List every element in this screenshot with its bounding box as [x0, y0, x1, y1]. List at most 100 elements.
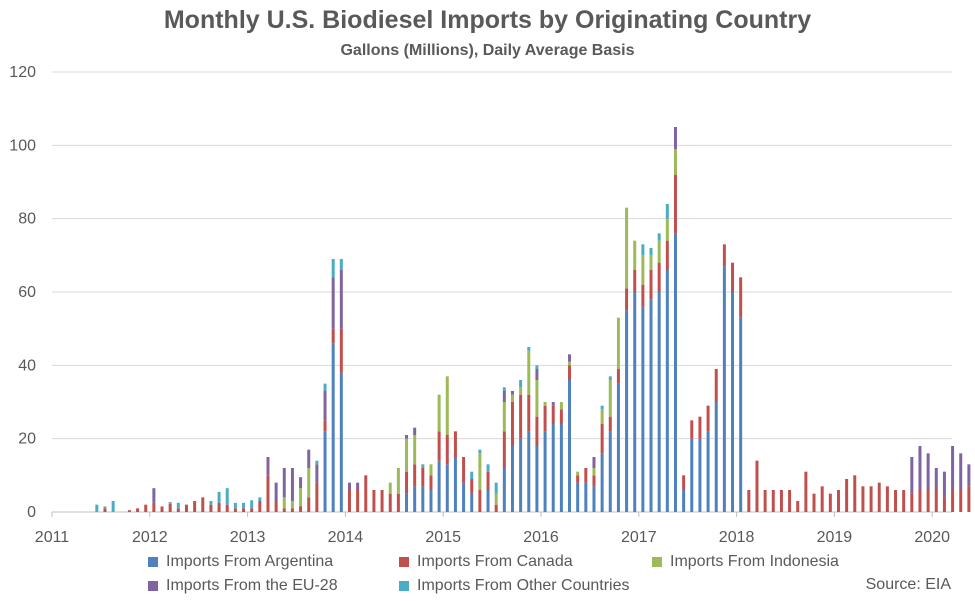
bar-segment-canada: [910, 493, 914, 512]
bar-segment-canada: [861, 486, 865, 512]
bar-segment-other: [641, 244, 645, 256]
bar-segment-canada: [657, 262, 661, 292]
bar-segment-argentina: [706, 431, 710, 512]
bar-segment-other: [478, 449, 482, 454]
bar-segment-canada: [445, 435, 449, 465]
bar-segment-eu28: [323, 391, 327, 421]
bar-segment-canada: [894, 490, 898, 512]
bar-segment-canada: [877, 482, 881, 512]
bar-segment-other: [608, 376, 612, 380]
bar-segment-canada: [535, 416, 539, 446]
bar-segment-canada: [625, 288, 629, 311]
bar-segment-argentina: [568, 380, 572, 512]
bar-segment-canada: [437, 431, 441, 461]
bar-segment-canada: [755, 460, 759, 512]
bar-segment-argentina: [486, 490, 490, 512]
bar-segment-argentina: [641, 306, 645, 512]
bar-segment-indonesia: [641, 255, 645, 285]
bar-segment-eu28: [347, 482, 351, 490]
bar-segment-canada: [519, 394, 523, 439]
legend-swatch-other: [399, 581, 409, 591]
bar-segment-canada: [242, 508, 246, 512]
legend-item-other: Imports From Other Countries: [399, 577, 630, 595]
bar-segment-indonesia: [543, 402, 547, 406]
bar-segment-canada: [144, 504, 148, 512]
bar-segment-indonesia: [478, 453, 482, 490]
bar-segment-other: [95, 504, 99, 512]
bar-segment-other: [176, 502, 180, 509]
bar-segment-canada: [323, 420, 327, 432]
bar-segment-canada: [405, 471, 409, 494]
bar-segment-indonesia: [437, 394, 441, 432]
bar-segment-canada: [364, 475, 368, 512]
chart-title: Monthly U.S. Biodiesel Imports by Origin…: [163, 6, 812, 34]
bar-segment-eu28: [510, 391, 514, 395]
bar-segment-eu28: [551, 402, 555, 406]
legend-label-indonesia: Imports From Indonesia: [670, 553, 839, 570]
bar-segment-indonesia: [290, 501, 294, 509]
bar-segment-eu28: [918, 446, 922, 490]
bar-segment-canada: [665, 240, 669, 270]
bar-segment-other: [649, 248, 653, 256]
bar-segment-eu28: [356, 482, 360, 490]
bar-segment-other: [494, 482, 498, 494]
bar-segment-other: [225, 488, 229, 505]
bar-segment-eu28: [967, 464, 971, 487]
x-tick-label: 2018: [719, 529, 755, 546]
bar-segment-eu28: [274, 482, 278, 501]
bar-segment-other: [323, 383, 327, 391]
bar-segment-canada: [299, 506, 303, 512]
legend-swatch-indonesia: [652, 557, 662, 567]
bar-segment-other: [339, 259, 343, 270]
x-tick-label: 2013: [230, 529, 266, 546]
bar-segment-canada: [690, 420, 694, 439]
bar-segment-canada: [698, 416, 702, 439]
bar-segment-canada: [462, 457, 466, 483]
bar-segment-eu28: [959, 453, 963, 490]
bar-segment-canada: [885, 486, 889, 512]
bar-segment-argentina: [616, 383, 620, 512]
bar-segment-indonesia: [445, 376, 449, 435]
bar-segment-indonesia: [510, 394, 514, 402]
bar-segment-canada: [193, 501, 197, 512]
bar-segment-indonesia: [559, 402, 563, 410]
bar-segment-indonesia: [405, 438, 409, 472]
bar-segment-canada: [388, 493, 392, 512]
bar-segment-other: [470, 471, 474, 479]
bar-segment-other: [519, 380, 523, 388]
bar-segment-canada: [673, 174, 677, 234]
bar-segment-indonesia: [568, 361, 572, 366]
legend-label-argentina: Imports From Argentina: [166, 553, 334, 570]
bar-segment-other: [535, 365, 539, 369]
bar-segment-canada: [902, 490, 906, 512]
bar-segment-argentina: [551, 424, 555, 512]
bar-segment-canada: [201, 497, 205, 512]
bar-segment-argentina: [625, 310, 629, 512]
bar-segment-argentina: [405, 493, 409, 512]
bar-segment-argentina: [608, 431, 612, 512]
x-tick-label: 2020: [914, 529, 950, 546]
bar-segment-canada: [771, 490, 775, 512]
bar-segment-argentina: [722, 266, 726, 512]
bar-segment-canada: [413, 464, 417, 487]
bar-segment-indonesia: [576, 471, 580, 476]
bar-segment-canada: [592, 475, 596, 487]
legend-item-eu28: Imports From the EU-28: [148, 577, 338, 595]
bar-segment-argentina: [592, 486, 596, 512]
bar-segment-argentina: [535, 446, 539, 512]
bar-segment-canada: [176, 508, 180, 512]
y-tick-label: 20: [18, 431, 36, 448]
bar-segment-canada: [315, 482, 319, 512]
bar-segment-canada: [804, 471, 808, 512]
bar-segment-argentina: [690, 438, 694, 512]
bar-segment-canada: [747, 490, 751, 512]
bar-segment-indonesia: [649, 255, 653, 270]
bar-segment-argentina: [510, 446, 514, 512]
bar-segment-eu28: [910, 457, 914, 494]
bar-segment-eu28: [568, 354, 572, 362]
bar-segment-argentina: [682, 490, 686, 512]
bar-segment-other: [250, 500, 254, 509]
bar-segment-canada: [641, 284, 645, 307]
bar-segment-eu28: [405, 435, 409, 439]
